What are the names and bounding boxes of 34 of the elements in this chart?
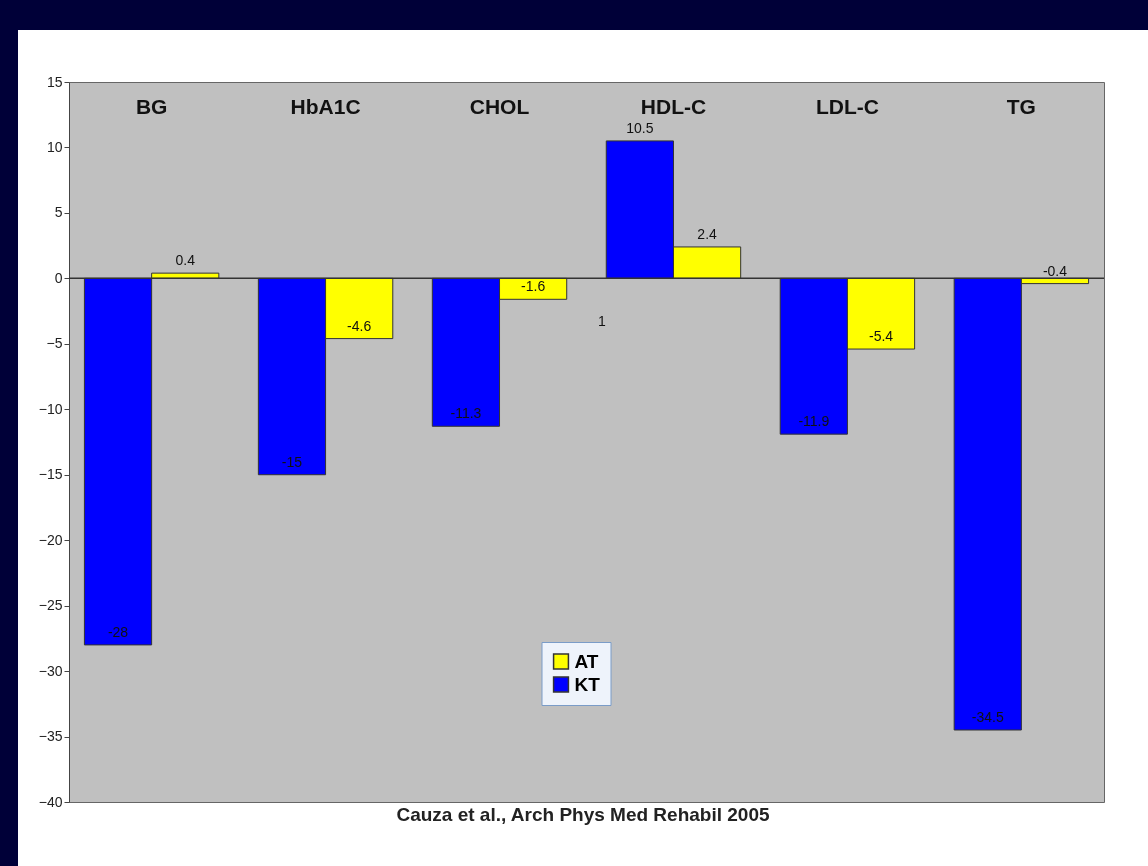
y-tick-label: −5 [46,335,63,352]
y-tick-label: 0 [54,269,63,286]
y-tick-label: −10 [38,400,63,417]
data-label: -11.3 [450,405,482,422]
data-label: 2.4 [697,225,718,242]
data-label: -1.6 [521,278,546,295]
legend-label: KT [574,673,601,695]
data-label: -11.9 [798,413,830,430]
x-tick-label: BG [135,94,168,118]
x-tick-label: CHOL [469,94,530,118]
x-tick-label: HbA1C [290,94,361,118]
data-label: -34.5 [971,709,1004,725]
data-label: -15 [281,453,303,470]
data-label: -28 [107,623,129,640]
data-label: -5.4 [868,328,894,345]
y-tick-label: −40 [38,793,63,810]
data-label: 10.5 [626,119,654,136]
legend-label: AT [574,650,599,672]
x-tick-label: TG [1006,94,1036,118]
x-tick-label: HDL-C [640,94,707,118]
y-tick-label: 15 [46,73,63,90]
y-tick-label: −20 [38,531,63,548]
y-tick-label: −30 [38,662,63,679]
annotation: 1 [598,313,606,329]
y-tick-label: 5 [54,204,63,221]
data-label: -4.6 [347,317,372,334]
y-tick-label: 10 [46,138,63,155]
y-tick-label: −15 [38,466,63,483]
x-tick-label: LDL-C [815,94,879,118]
text: Cauza et al., Arch Phys Med Rehabil 2005 [396,804,770,825]
data-label: 0.4 [175,252,196,269]
y-tick-label: −35 [38,728,63,745]
data-label: -0.4 [1042,262,1068,279]
y-tick-label: −25 [38,597,63,614]
